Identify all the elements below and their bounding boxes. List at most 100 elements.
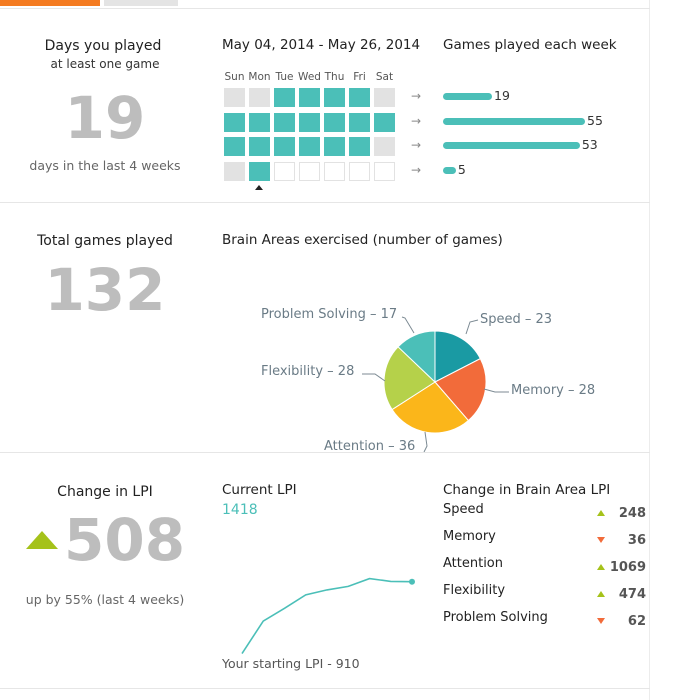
divider [0,688,650,689]
up-triangle-icon [597,564,605,570]
total-games-title: Total games played [37,233,173,249]
lpi-change-caption: up by 55% (last 4 weeks) [25,592,185,607]
arrow-icon: → [411,89,422,103]
calendar-day-cell-active [274,112,295,132]
weekly-bar [443,166,456,174]
calendar-day-label: Sat [375,71,394,83]
brain-area-change-value: 62 [627,614,646,629]
pie-slice-flexibility [383,346,436,411]
brain-area-name: Problem Solving [443,610,548,625]
brain-area-change-title: Change in Brain Area LPI [443,482,611,498]
arrow-icon: → [411,162,422,177]
calendar-day-cell-active [324,112,345,132]
days-played-title: Days you played [44,38,162,54]
pie-slice-problem-solving [397,330,436,384]
brain-area-name: Attention [443,556,503,571]
calendar-day-cell-active [299,137,320,156]
calendar-day-cell-active [349,137,370,156]
calendar-day-cell-missed [374,137,395,156]
calendar-day-cell-active [349,88,370,107]
calendar-day-cell-future [299,161,320,181]
weekly-bar [443,142,580,149]
brain-area-name: Memory [443,529,496,544]
calendar-day-cell-active [349,112,370,132]
calendar-day-cell-active [224,112,245,132]
pie-label-speed: Speed – 23 [480,312,553,327]
calendar-day-label: Tue [275,71,294,83]
calendar-day-label: Mon [248,71,271,83]
calendar-day-cell-active [274,88,295,107]
tab-inactive[interactable] [104,0,178,6]
arrow-icon: → [411,113,422,128]
calendar-day-cell-active [249,137,270,156]
panel-border [649,0,650,700]
calendar-day-cell-active [374,112,395,132]
calendar-day-cell-missed [224,161,245,181]
calendar-day-cell-active [249,112,270,132]
lpi-change-value: 508 [64,506,186,574]
weekly-value: 19 [494,88,510,103]
calendar-day-cell-future [324,161,345,181]
calendar-day-cell-future [374,161,395,181]
brain-area-change-value: 474 [618,587,646,602]
pie-leader-line [423,431,428,453]
weekly-value: 55 [587,112,603,128]
pie-label-memory: Memory – 28 [511,383,596,398]
weekly-value: 53 [581,137,598,152]
divider [0,8,650,9]
pie-label-problem-solving: Problem Solving – 17 [261,307,398,322]
brain-area-change-value: 248 [618,506,646,521]
calendar-day-cell-active [249,161,270,181]
calendar-day-label: Thu [324,71,345,83]
lpi-current-point [409,578,415,585]
calendar-day-cell-missed [249,88,270,107]
brain-area-change-value: 36 [627,533,646,548]
total-games-count: 132 [44,256,166,324]
calendar-day-label: Sun [224,71,245,83]
date-range: May 04, 2014 - May 26, 2014 [222,37,421,53]
tab-active[interactable] [0,0,100,6]
days-played-subtitle: at least one game [50,57,160,71]
current-lpi-value: 1418 [222,502,258,518]
calendar-day-cell-active [299,112,320,132]
arrow-icon: → [411,138,422,152]
brain-areas-title: Brain Areas exercised (number of games) [222,232,503,248]
pie-label-attention: Attention – 36 [324,439,416,454]
weekly-value: 5 [457,161,466,177]
days-played-count: 19 [64,84,146,152]
calendar-day-label: Fri [353,71,366,83]
down-triangle-icon [597,537,605,543]
weekly-bar [443,117,585,125]
pie-leader-line [465,319,479,335]
weekly-games-title: Games played each week [443,37,617,53]
weekly-bar [443,93,493,100]
pie-slice-memory [434,357,487,422]
calendar-day-cell-active [324,88,345,107]
up-triangle-icon [597,510,605,516]
brain-area-name: Flexibility [443,583,506,598]
calendar-day-cell-missed [374,88,395,107]
calendar-day-cell-future [274,161,295,181]
brain-area-change-value: 1069 [609,560,646,575]
calendar-day-cell-active [324,137,345,156]
calendar-day-cell-active [274,137,295,156]
lpi-change-title: Change in LPI [57,484,153,500]
calendar-day-cell-missed [224,88,245,107]
pie-leader-line [401,316,415,334]
up-arrow-icon [26,531,58,549]
calendar-day-label: Wed [298,71,321,83]
current-lpi-label: Current LPI [222,482,297,498]
divider [0,202,650,203]
pie-leader-line [362,373,386,382]
up-triangle-icon [597,591,605,597]
lpi-line [241,577,413,655]
down-triangle-icon [597,618,605,624]
starting-lpi-label: Your starting LPI - 910 [222,656,360,671]
pie-leader-line [483,388,509,393]
calendar-day-cell-active [224,137,245,156]
brain-area-name: Speed [443,502,484,517]
pie-label-flexibility: Flexibility – 28 [261,364,355,379]
days-played-caption: days in the last 4 weeks [29,158,181,173]
pie-slice-attention [391,381,470,434]
calendar-day-cell-active [299,88,320,107]
